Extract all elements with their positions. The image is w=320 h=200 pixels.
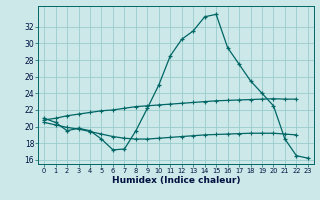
X-axis label: Humidex (Indice chaleur): Humidex (Indice chaleur) — [112, 176, 240, 185]
